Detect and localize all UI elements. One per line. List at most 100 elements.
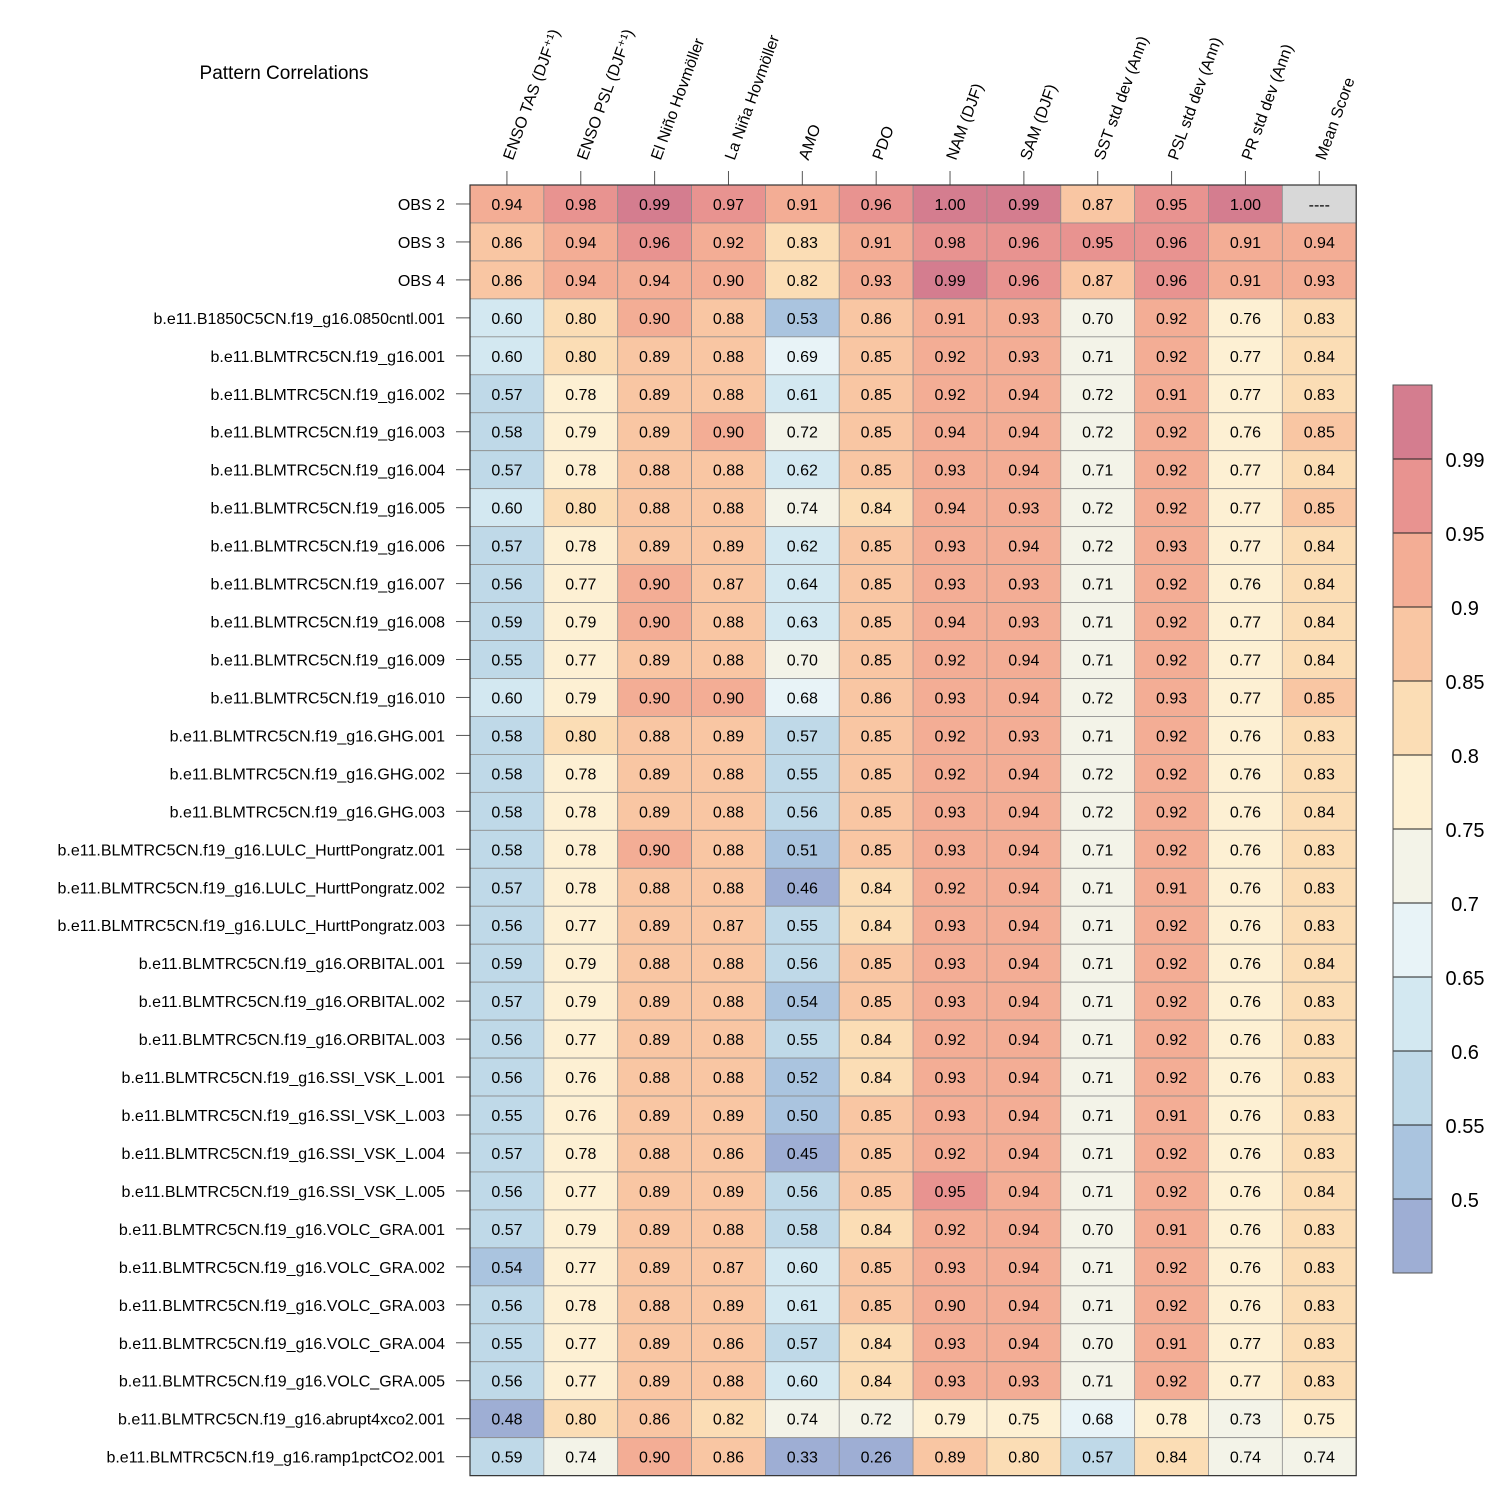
heatmap-cell: [691, 298, 766, 338]
cell-value-label: 0.71: [1082, 728, 1113, 745]
cell-value-label: 0.93: [1008, 615, 1039, 632]
cell-value-label: 0.92: [1156, 311, 1187, 328]
cell-value-label: 0.70: [1082, 1336, 1113, 1353]
cell-value-label: 0.77: [1230, 615, 1261, 632]
heatmap-cell: [1281, 716, 1357, 755]
heatmap-cell: [1134, 867, 1209, 907]
cell-value-label: 0.76: [1230, 1146, 1261, 1163]
heatmap-cell: [691, 412, 766, 452]
heatmap-cell: [1208, 336, 1283, 376]
heatmap-cell: [1281, 1399, 1357, 1439]
cell-value-label: 0.78: [565, 880, 596, 897]
heatmap-cell: [838, 943, 914, 983]
cell-value-label: 0.94: [1008, 463, 1039, 480]
cell-value-label: 0.90: [639, 311, 670, 328]
heatmap-cell: [1134, 678, 1209, 717]
heatmap-cell: [1060, 1399, 1136, 1439]
cell-value-label: 0.89: [639, 1032, 670, 1049]
heatmap-cell: [986, 867, 1062, 907]
heatmap-cell: [1060, 1133, 1136, 1173]
cell-value-label: 0.92: [934, 880, 965, 897]
cell-value-label: 0.83: [1304, 880, 1335, 897]
cell-value-label: 0.88: [713, 1070, 744, 1087]
cell-value-label: 0.57: [491, 880, 522, 897]
cell-value-label: 0.90: [639, 577, 670, 594]
cell-value-label: 0.92: [1156, 653, 1187, 670]
cell-value-label: 0.94: [491, 197, 522, 214]
cell-value-label: 0.91: [861, 235, 892, 252]
colorbar-tick-label: 0.5: [1451, 1190, 1479, 1212]
cell-value-label: 0.88: [713, 804, 744, 821]
heatmap-cell: [912, 412, 988, 452]
heatmap-cell: [986, 1209, 1062, 1249]
cell-value-label: 0.89: [713, 728, 744, 745]
cell-value-label: 0.87: [1082, 273, 1113, 290]
cell-value-label: 0.93: [861, 273, 892, 290]
cell-value-label: 0.84: [861, 501, 892, 518]
heatmap-cell: [765, 716, 840, 755]
heatmap-cell: [986, 260, 1062, 300]
cell-value-label: 0.79: [565, 690, 596, 707]
cell-value-label: 0.76: [1230, 1032, 1261, 1049]
cell-value-label: 0.88: [713, 463, 744, 480]
heatmap-cell: [1060, 1437, 1136, 1477]
cell-value-label: 0.80: [1008, 1450, 1039, 1467]
cell-value-label: 0.59: [491, 956, 522, 973]
cell-value-label: 0.60: [491, 349, 522, 366]
cell-value-label: 0.79: [565, 425, 596, 442]
cell-value-label: 0.54: [787, 994, 818, 1011]
cell-value-label: 0.84: [861, 1374, 892, 1391]
cell-value-label: 0.84: [861, 918, 892, 935]
cell-value-label: 0.85: [861, 766, 892, 783]
cell-value-label: 0.89: [713, 1108, 744, 1125]
row-labels: OBS 2 OBS 3 OBS 4 b.e11.B1850C5CN.f19_g16.0…: [58, 197, 470, 1467]
column-label: La Niña Hovmöller: [722, 32, 783, 162]
heatmap-cell: [912, 1361, 988, 1401]
cell-value-label: 0.91: [1230, 235, 1261, 252]
row-label: b.e11.B1850C5CN.f19_g16.0850cntl.001: [154, 311, 446, 328]
cell-value-label: 0.83: [1304, 728, 1335, 745]
cell-value-label: 0.71: [1082, 1146, 1113, 1163]
heatmap-cell: [543, 1247, 619, 1287]
heatmap-cell: [838, 829, 914, 869]
cell-value-label: 0.90: [639, 1450, 670, 1467]
cell-value-label: 0.56: [491, 1298, 522, 1315]
cell-value-label: 0.85: [861, 653, 892, 670]
heatmap-cell: [1060, 981, 1136, 1021]
heatmap-cell: [1060, 1361, 1136, 1401]
cell-value-label: 0.77: [565, 918, 596, 935]
heatmap-cell: [1060, 867, 1136, 907]
colorbar: 0.5 0.55 0.6 0.65 0.7 0.75 0.8 0.85 0.9 0.95 0.99: [1392, 384, 1485, 1274]
heatmap-cell: [838, 678, 914, 717]
cell-value-label: 0.71: [1082, 349, 1113, 366]
cell-value-label: 0.70: [787, 653, 818, 670]
cell-value-label: 0.62: [787, 463, 818, 480]
cell-value-label: 0.85: [861, 425, 892, 442]
cell-value-label: 0.88: [713, 956, 744, 973]
cell-value-label: 0.72: [861, 1412, 892, 1429]
heatmap-cell: [543, 905, 619, 945]
cell-value-label: 0.99: [639, 197, 670, 214]
cell-value-label: 0.85: [1304, 425, 1335, 442]
heatmap-cell: [1134, 1323, 1209, 1363]
cell-value-label: 0.88: [639, 1146, 670, 1163]
heatmap-cell: [1134, 1247, 1209, 1287]
column-labels: ENSO TAS (DJF⁺¹) ENSO PSL (DJF⁺¹) El Niño …: [501, 27, 1359, 185]
heatmap-cell: [543, 222, 619, 262]
cell-value-label: 0.59: [491, 1450, 522, 1467]
cell-value-label: 0.77: [1230, 1374, 1261, 1391]
row-label: b.e11.BLMTRC5CN.f19_g16.GHG.001: [170, 728, 446, 745]
heatmap-cell: [1208, 222, 1283, 262]
cell-value-label: 0.58: [491, 766, 522, 783]
cell-value-label: 0.94: [1008, 1146, 1039, 1163]
colorbar-tick-label: 0.85: [1446, 672, 1485, 694]
heatmap-cell: [1134, 829, 1209, 869]
cell-value-label: 0.85: [861, 387, 892, 404]
cell-value-label: 0.94: [1008, 956, 1039, 973]
cell-value-label: 0.94: [934, 425, 965, 442]
cell-value-label: 0.55: [787, 918, 818, 935]
colorbar-segment: [1393, 607, 1432, 681]
cell-value-label: 0.84: [861, 1032, 892, 1049]
cell-value-label: 0.94: [1008, 1070, 1039, 1087]
cell-value-label: 0.83: [787, 235, 818, 252]
